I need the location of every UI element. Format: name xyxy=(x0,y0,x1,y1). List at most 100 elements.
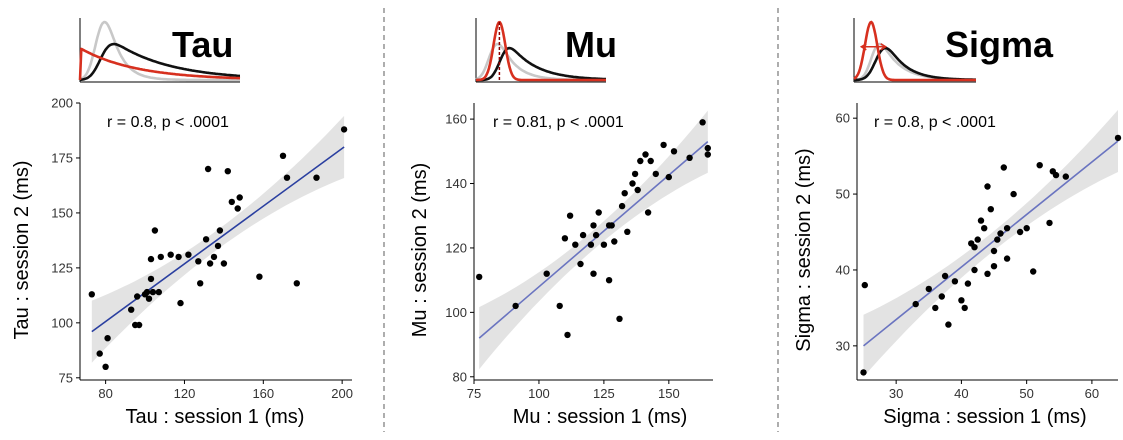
data-point xyxy=(631,170,639,178)
panel-title: Mu xyxy=(565,24,617,65)
data-point xyxy=(595,209,602,216)
scatter-plot: 30 40 50 60 30 40 50 60 xyxy=(836,103,1122,401)
distribution-inset xyxy=(78,18,241,83)
data-point xyxy=(195,258,202,265)
data-point xyxy=(938,293,945,300)
data-point xyxy=(637,157,644,165)
y-tick-label: 140 xyxy=(445,176,467,191)
data-point xyxy=(279,152,287,159)
y-tick-label: 75 xyxy=(59,370,73,385)
data-point xyxy=(660,141,667,149)
panel-tau: Tau 80 120 160 200 75 100 125 150 175 200 r = 0.8… xyxy=(11,18,353,428)
data-point xyxy=(964,280,972,287)
data-point xyxy=(96,350,103,357)
data-point xyxy=(665,173,672,181)
data-point xyxy=(860,369,867,376)
data-point xyxy=(134,293,141,300)
x-tick-label: 150 xyxy=(658,386,680,401)
data-point xyxy=(1046,219,1053,227)
data-point xyxy=(652,170,659,178)
data-point xyxy=(579,231,587,239)
data-point xyxy=(147,275,155,283)
x-tick-label: 100 xyxy=(528,386,550,401)
x-axis-label: Tau : session 1 (ms) xyxy=(126,406,305,428)
x-tick-label: 160 xyxy=(252,386,274,401)
data-point xyxy=(167,251,174,258)
data-point xyxy=(293,280,300,287)
data-point xyxy=(1016,228,1024,236)
data-point xyxy=(234,205,241,212)
data-point xyxy=(224,168,231,175)
y-tick-label: 80 xyxy=(453,369,467,384)
data-point xyxy=(135,321,143,329)
data-point xyxy=(236,194,243,201)
data-point xyxy=(340,126,348,133)
data-point xyxy=(987,206,994,213)
y-axis-label: Tau : session 2 (ms) xyxy=(11,161,33,340)
distribution-curve xyxy=(475,46,607,82)
data-point xyxy=(145,295,153,302)
arrowhead xyxy=(859,43,867,51)
y-tick-label: 120 xyxy=(445,240,467,255)
data-point xyxy=(686,154,693,161)
stat-annotation: r = 0.81, p < .0001 xyxy=(493,114,624,131)
data-point xyxy=(566,212,574,219)
x-tick-label: 125 xyxy=(593,386,615,401)
data-point xyxy=(608,222,615,229)
data-point xyxy=(220,260,228,267)
panel-mu: Mu 75 100 125 150 80 100 120 140 160 r = 0.81, p… xyxy=(409,18,713,428)
data-point xyxy=(941,272,949,280)
data-point xyxy=(1000,164,1007,171)
data-point xyxy=(185,251,192,258)
data-point xyxy=(861,281,868,289)
data-point xyxy=(88,291,96,298)
data-point xyxy=(932,304,939,312)
data-point xyxy=(1062,173,1070,180)
data-point xyxy=(155,288,162,296)
data-point xyxy=(984,270,991,277)
data-point xyxy=(202,236,210,243)
data-point xyxy=(925,285,932,293)
y-axis-label: Sigma : session 2 (ms) xyxy=(793,148,815,351)
x-tick-label: 40 xyxy=(954,386,968,401)
data-point xyxy=(177,299,184,307)
x-tick-label: 120 xyxy=(174,386,196,401)
panel-sigma: Sigma 30 40 50 60 30 40 50 60 r = 0.8, p < .000… xyxy=(793,18,1122,428)
data-point xyxy=(670,148,678,155)
data-point xyxy=(974,236,981,243)
data-point xyxy=(104,335,111,342)
x-tick-label: 60 xyxy=(1085,386,1099,401)
data-point xyxy=(214,242,222,250)
data-point xyxy=(642,151,649,158)
y-tick-label: 60 xyxy=(836,111,850,126)
x-tick-label: 200 xyxy=(331,386,353,401)
stat-annotation: r = 0.8, p < .0001 xyxy=(107,114,229,131)
x-tick-label: 30 xyxy=(889,386,903,401)
data-point xyxy=(912,300,919,308)
data-point xyxy=(945,321,952,328)
data-point xyxy=(600,241,608,248)
data-point xyxy=(256,273,263,280)
data-point xyxy=(128,306,135,313)
data-point xyxy=(621,190,628,197)
data-point xyxy=(228,198,235,206)
data-point xyxy=(157,253,164,261)
data-point xyxy=(961,304,968,312)
data-point xyxy=(175,253,182,261)
distribution-curve xyxy=(79,20,240,82)
data-point xyxy=(149,288,157,296)
y-tick-label: 150 xyxy=(51,205,73,220)
data-point xyxy=(699,119,706,126)
data-point xyxy=(971,244,978,251)
data-point xyxy=(704,151,711,158)
data-point xyxy=(981,225,988,232)
x-tick-label: 75 xyxy=(467,386,481,401)
distribution-curve xyxy=(79,42,240,82)
regression-line xyxy=(478,141,709,339)
data-point xyxy=(629,180,636,187)
distribution-curve xyxy=(475,20,607,82)
regression-line xyxy=(863,140,1119,347)
data-point xyxy=(151,227,159,234)
